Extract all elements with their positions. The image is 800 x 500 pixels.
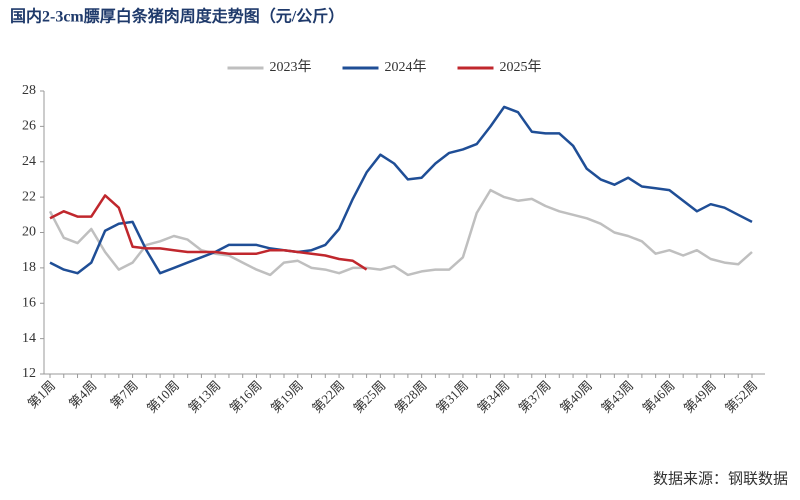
x-tick-label: 第16周 [227,378,265,416]
source-note: 数据来源：钢联数据 [653,470,788,487]
series-line [48,188,753,277]
legend-label: 2025年 [500,59,542,75]
x-tick-label: 第37周 [516,378,554,416]
x-tick-label: 第40周 [557,378,595,416]
x-tick-label: 第10周 [144,378,182,416]
x-tick-label: 第52周 [722,378,760,416]
y-tick-label: 16 [22,295,36,310]
y-tick-label: 20 [22,225,36,240]
y-tick-label: 18 [22,260,36,275]
y-tick-label: 26 [22,119,36,134]
x-tick-label: 第31周 [433,378,471,416]
y-tick-label: 14 [22,331,36,346]
x-tick-label: 第22周 [309,378,347,416]
legend-label: 2023年 [270,59,312,75]
series-line [49,194,368,271]
y-tick-label: 22 [22,189,36,204]
x-tick-label: 第49周 [681,378,719,416]
x-tick-label: 第13周 [185,378,223,416]
x-tick-label: 第7周 [107,378,141,412]
x-tick-label: 第1周 [25,378,59,412]
y-tick-label: 12 [22,366,36,381]
x-tick-label: 第4周 [66,378,100,412]
y-tick-label: 24 [22,154,36,169]
series-line [49,105,753,275]
x-tick-label: 第34周 [474,378,512,416]
x-tick-label: 第46周 [639,378,677,416]
y-tick-label: 28 [22,83,36,98]
x-tick-label: 第28周 [392,378,430,416]
x-tick-label: 第25周 [350,378,388,416]
x-tick-label: 第19周 [268,378,306,416]
chart-title: 国内2-3cm膘厚白条猪肉周度走势图（元/公斤） [10,7,344,26]
legend-label: 2024年 [385,59,427,75]
x-tick-label: 第43周 [598,378,636,416]
